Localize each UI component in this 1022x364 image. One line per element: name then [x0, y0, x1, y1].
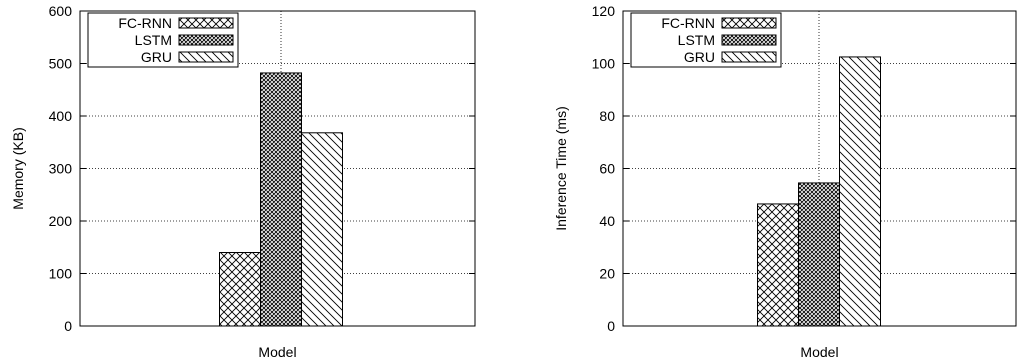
legend-label: FC-RNN: [118, 15, 172, 31]
legend-label: FC-RNN: [661, 15, 715, 31]
x-axis-label: Model: [800, 344, 838, 360]
y-tick-label: 20: [599, 266, 615, 282]
legend-swatch: [178, 51, 234, 63]
y-axis-label: Memory (KB): [10, 127, 26, 209]
chart-panel-1: 0 100 200 300 400 500 600 Model Memory (KB) FC-RN…: [10, 3, 476, 360]
legend-swatch: [178, 34, 234, 46]
y-tick-label: 120: [592, 3, 616, 19]
legend-swatch: [178, 17, 234, 29]
y-tick-label: 0: [607, 318, 615, 334]
y-tick-label: 80: [599, 108, 615, 124]
bar-gru: [839, 56, 881, 327]
bar-lstm: [798, 182, 840, 327]
legend-swatch: [721, 34, 777, 46]
legend-label: LSTM: [678, 32, 715, 48]
y-tick-label: 500: [49, 56, 73, 72]
y-tick-label: 200: [49, 213, 73, 229]
x-axis-label: Model: [258, 344, 296, 360]
legend-label: GRU: [684, 49, 715, 65]
legend-swatch: [721, 51, 777, 63]
y-tick-label: 60: [599, 161, 615, 177]
y-tick-label: 100: [49, 266, 73, 282]
legend-label: LSTM: [135, 32, 172, 48]
chart-panel-2: 0 20 40 60 80 100 120 Model Inference Time (ms) F…: [553, 3, 1017, 360]
legend-swatch: [721, 17, 777, 29]
plot-frame: [622, 10, 1017, 327]
y-tick-label: 0: [64, 318, 72, 334]
y-tick-label: 40: [599, 213, 615, 229]
bar-gru: [301, 132, 343, 327]
bar-lstm: [260, 72, 302, 327]
y-axis-label: Inference Time (ms): [553, 106, 569, 230]
bar-fc-rnn: [219, 252, 261, 327]
y-tick-label: 300: [49, 161, 73, 177]
y-tick-label: 400: [49, 108, 73, 124]
plot-frame: [79, 10, 476, 327]
legend-label: GRU: [141, 49, 172, 65]
y-tick-label: 600: [49, 3, 73, 19]
y-tick-label: 100: [592, 56, 616, 72]
bar-fc-rnn: [757, 203, 799, 327]
